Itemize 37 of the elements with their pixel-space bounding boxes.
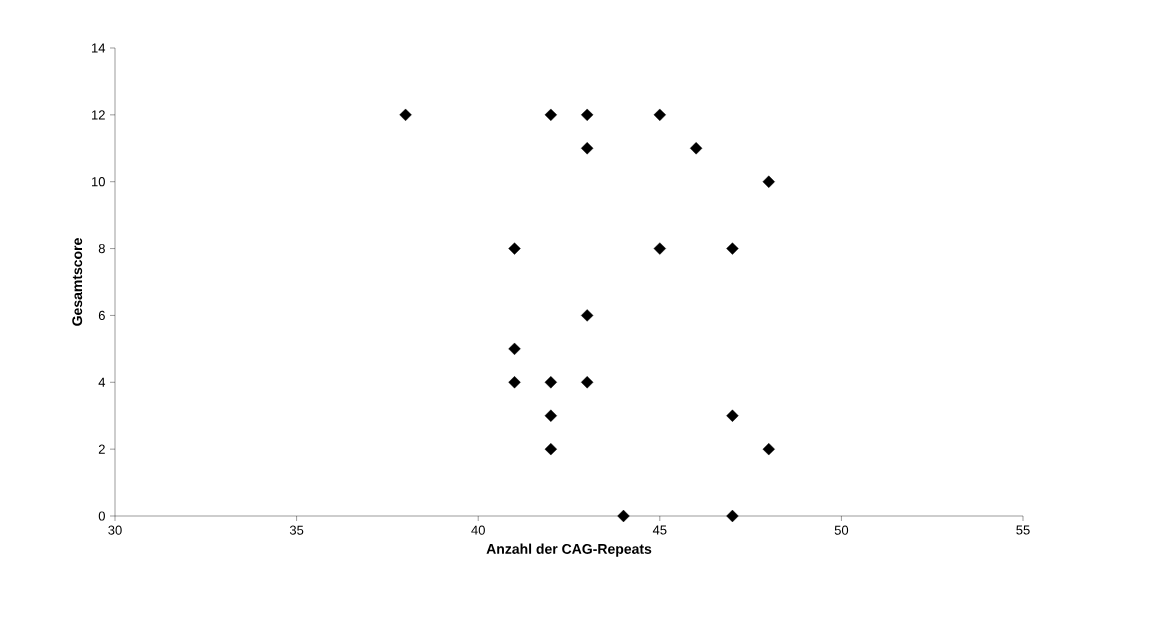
point [399,108,412,121]
point [544,409,557,422]
x-tick-label: 50 [834,525,849,535]
point [544,376,557,389]
point [726,242,739,255]
y-tick-label: 0 [98,511,105,521]
y-tick-label: 4 [98,377,106,387]
x-tick-label: 40 [471,525,485,535]
y-tick-label: 12 [91,110,105,120]
point [689,142,703,155]
y-tick-label: 6 [98,310,105,321]
point [544,108,557,121]
x-axis-title: Anzahl der CAG-Repeats [486,543,652,557]
point [762,175,775,188]
point [581,376,594,389]
point [508,376,521,389]
point [726,409,739,422]
point [508,342,521,355]
y-axis-title: Gesamtscore [72,238,83,326]
x-tick-label: 35 [289,525,304,535]
point [581,108,594,121]
x-tick-label: 30 [108,525,122,535]
y-tick-label: 10 [91,177,105,187]
y-tick-label: 8 [98,243,105,254]
point [617,509,630,523]
point [653,108,666,121]
x-tick-label: 55 [1016,525,1030,535]
point [508,242,521,255]
point [544,443,557,456]
point [653,242,666,255]
y-tick-label: 14 [91,43,106,53]
point [581,309,594,322]
y-tick-label: 2 [98,444,105,454]
x-tick-label: 45 [652,525,667,535]
point [762,443,775,456]
point [581,142,594,155]
point [726,509,739,523]
